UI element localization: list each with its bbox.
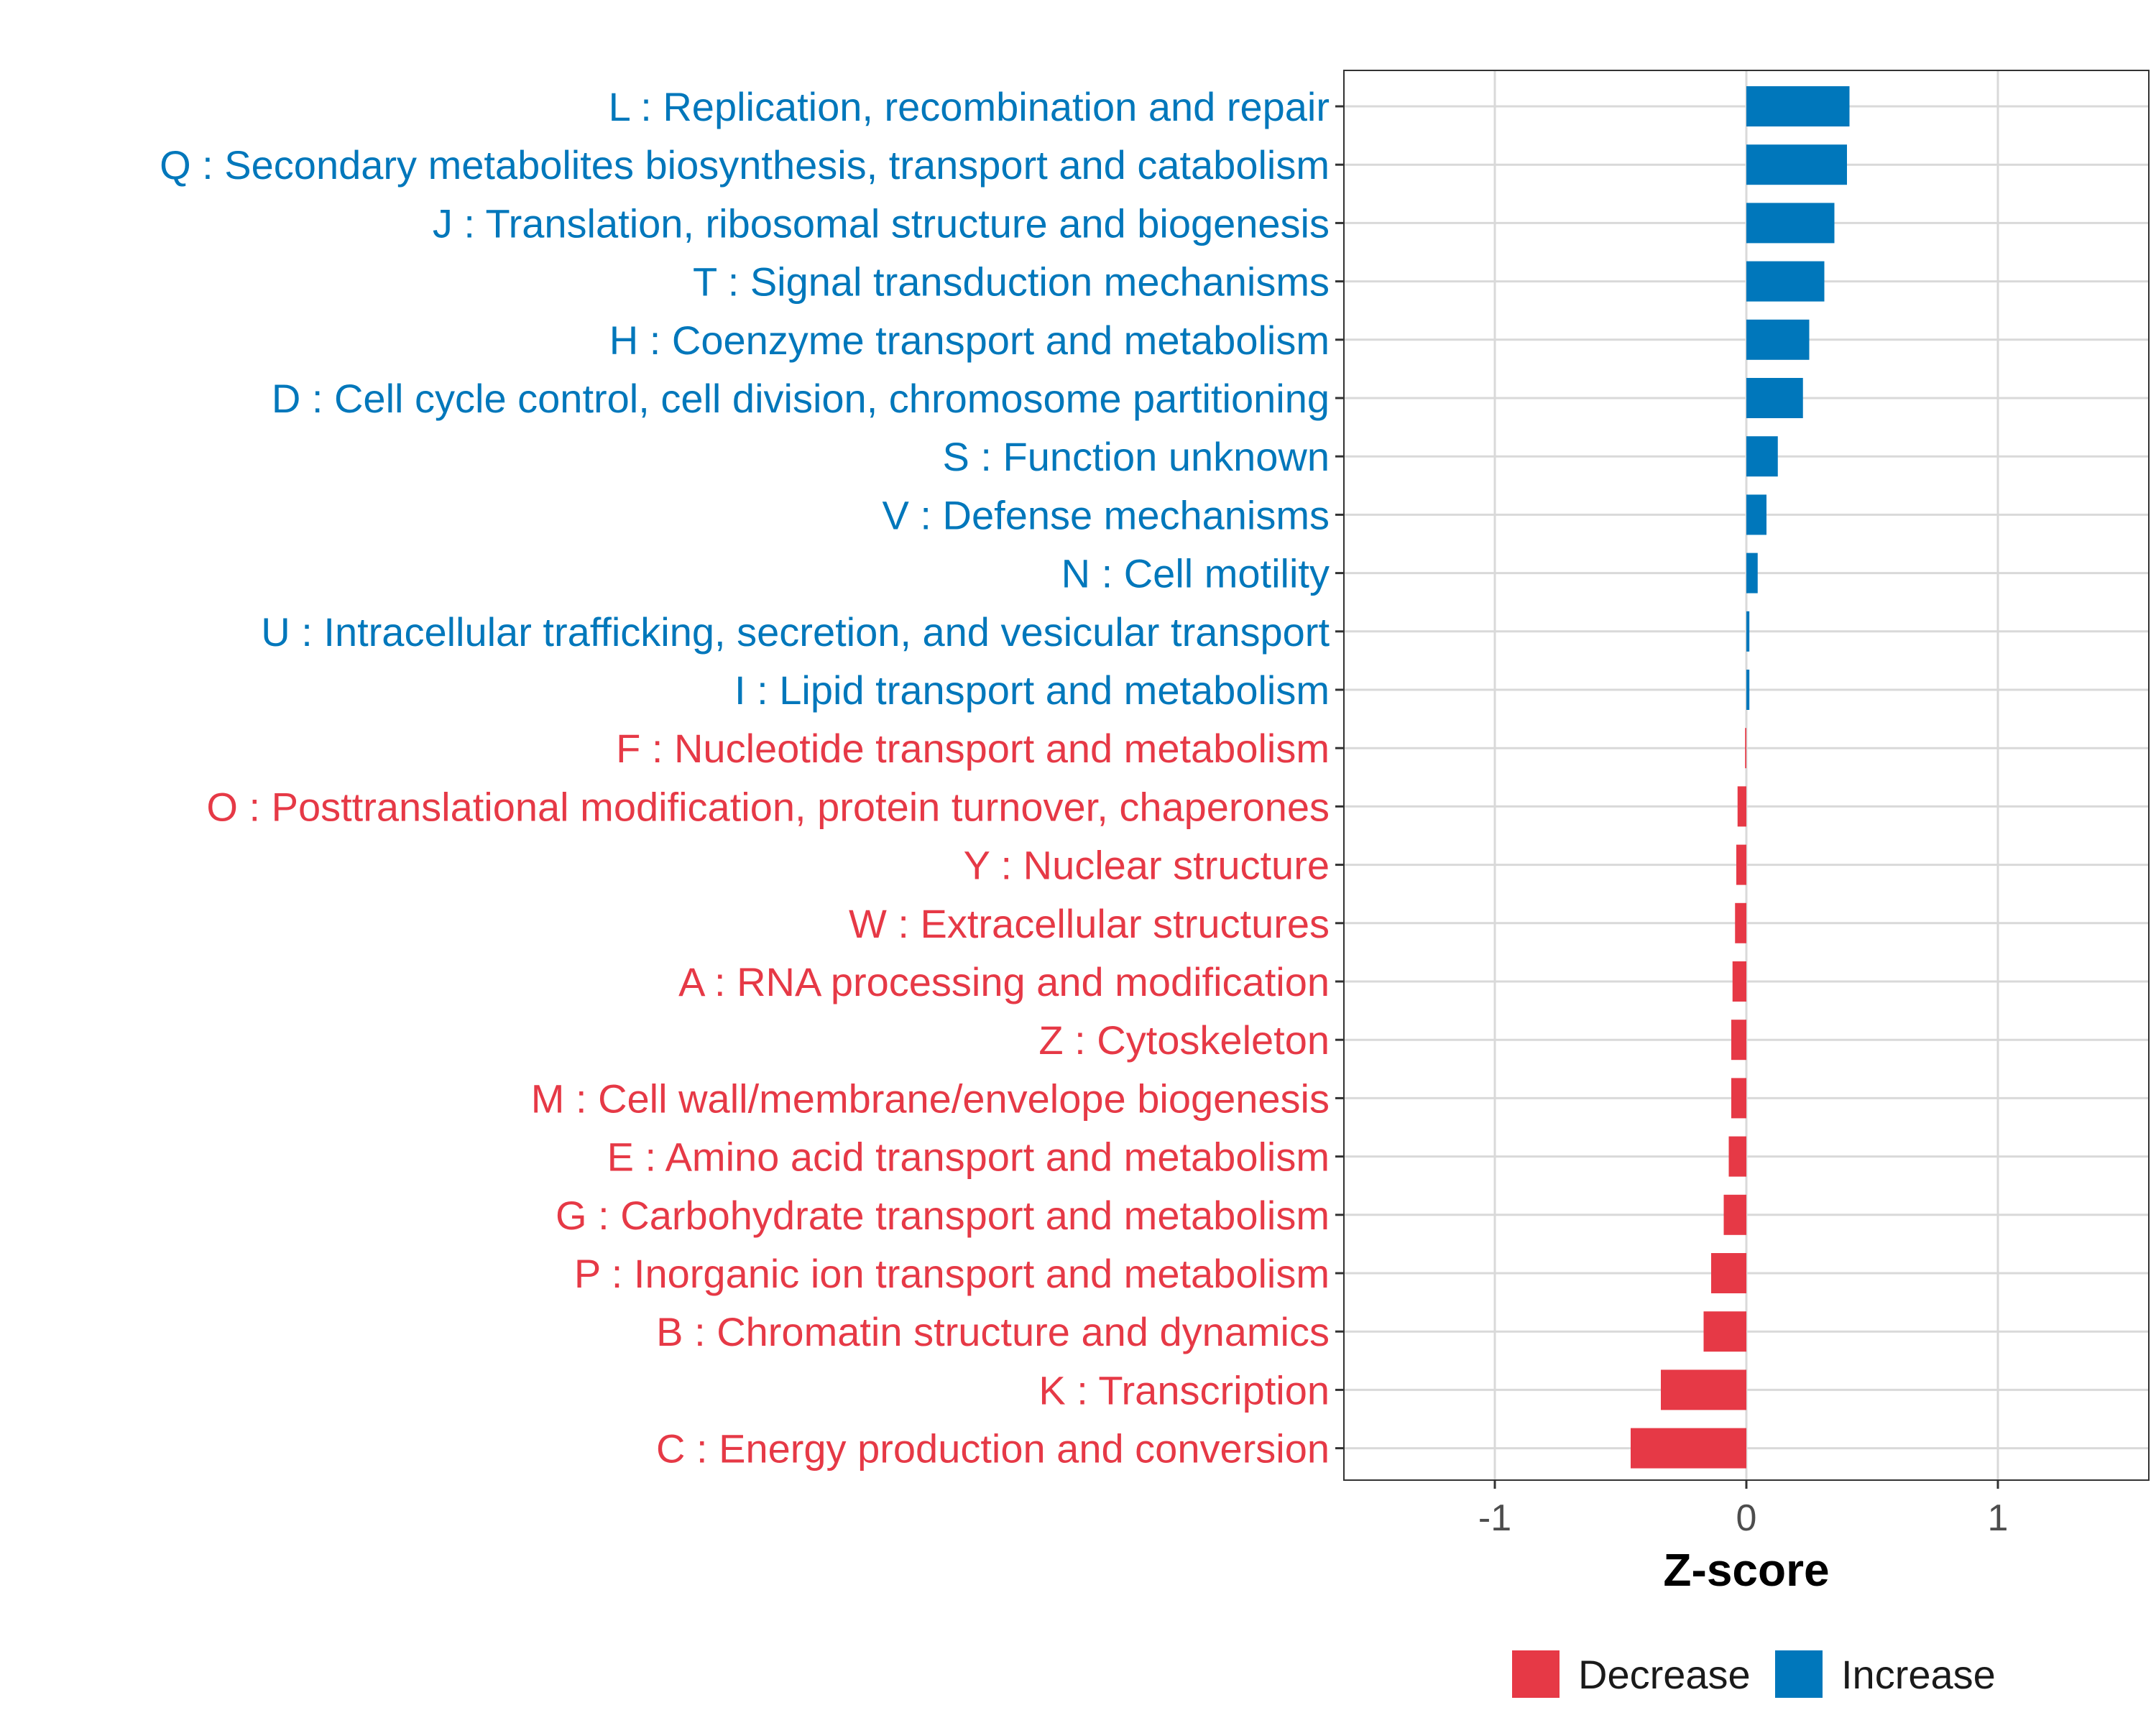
bar-increase (1746, 611, 1750, 652)
category-label: O : Posttranslational modification, prot… (206, 784, 1330, 829)
bar-increase (1746, 261, 1825, 302)
x-tick-label: 0 (1736, 1497, 1757, 1539)
bar-increase (1746, 553, 1758, 593)
bar-increase (1746, 144, 1847, 185)
bar-decrease (1737, 786, 1746, 827)
bar-increase (1746, 494, 1766, 535)
category-label: Y : Nuclear structure (964, 843, 1330, 888)
y-axis-category-labels: L : Replication, recombination and repai… (160, 84, 1330, 1471)
bar-decrease (1661, 1369, 1746, 1410)
bar-decrease (1723, 1194, 1746, 1235)
category-label: M : Cell wall/membrane/envelope biogenes… (531, 1076, 1330, 1121)
bar-decrease (1732, 961, 1746, 1002)
bar-increase (1746, 319, 1810, 360)
category-label: C : Energy production and conversion (656, 1426, 1330, 1471)
bar-decrease (1731, 1078, 1746, 1119)
category-label: K : Transcription (1038, 1367, 1330, 1413)
legend-label-increase: Increase (1841, 1652, 1996, 1697)
category-label: J : Translation, ribosomal structure and… (433, 200, 1330, 246)
category-label: T : Signal transduction mechanisms (693, 259, 1330, 305)
x-tick-label: 1 (1988, 1497, 2009, 1539)
category-label: P : Inorganic ion transport and metaboli… (574, 1251, 1330, 1296)
category-label: H : Coenzyme transport and metabolism (609, 318, 1330, 363)
bar-decrease (1631, 1428, 1746, 1469)
bar-decrease (1711, 1253, 1746, 1293)
bar-increase (1746, 378, 1803, 418)
legend-swatch-decrease (1512, 1650, 1560, 1698)
category-label: S : Function unknown (942, 434, 1330, 479)
x-axis-ticks: -1 0 1 (1478, 1480, 2009, 1539)
category-label: F : Nucleotide transport and metabolism (616, 726, 1330, 771)
category-label: V : Defense mechanisms (883, 492, 1330, 537)
category-label: N : Cell motility (1061, 551, 1330, 596)
x-tick-label: -1 (1478, 1497, 1511, 1539)
bars (1631, 86, 1850, 1469)
category-label: U : Intracellular trafficking, secretion… (261, 609, 1330, 655)
bar-increase (1746, 203, 1835, 244)
category-label: A : RNA processing and modification (678, 959, 1330, 1004)
category-label: D : Cell cycle control, cell division, c… (272, 376, 1330, 421)
category-label: G : Carbohydrate transport and metabolis… (556, 1193, 1330, 1238)
legend-label-decrease: Decrease (1578, 1652, 1751, 1697)
x-axis-title: Z-score (1663, 1544, 1829, 1596)
y-axis-ticks (1335, 105, 1344, 1450)
bar-decrease (1731, 1020, 1746, 1061)
category-label: Z : Cytoskeleton (1038, 1017, 1330, 1063)
bar-decrease (1736, 844, 1746, 885)
bar-decrease (1703, 1311, 1746, 1352)
legend-swatch-increase (1775, 1650, 1823, 1698)
category-label: Q : Secondary metabolites biosynthesis, … (160, 142, 1330, 188)
bar-increase (1746, 436, 1778, 477)
bar-increase (1746, 86, 1850, 126)
bar-decrease (1745, 728, 1746, 769)
category-label: W : Extracellular structures (849, 901, 1330, 946)
bar-increase (1746, 670, 1750, 710)
bar-decrease (1735, 902, 1746, 943)
category-label: I : Lipid transport and metabolism (734, 667, 1330, 713)
category-label: E : Amino acid transport and metabolism (607, 1135, 1330, 1180)
legend: Decrease Increase (1512, 1650, 1996, 1698)
bar-decrease (1728, 1136, 1746, 1177)
category-label: L : Replication, recombination and repai… (609, 84, 1330, 129)
category-label: B : Chromatin structure and dynamics (656, 1309, 1330, 1354)
